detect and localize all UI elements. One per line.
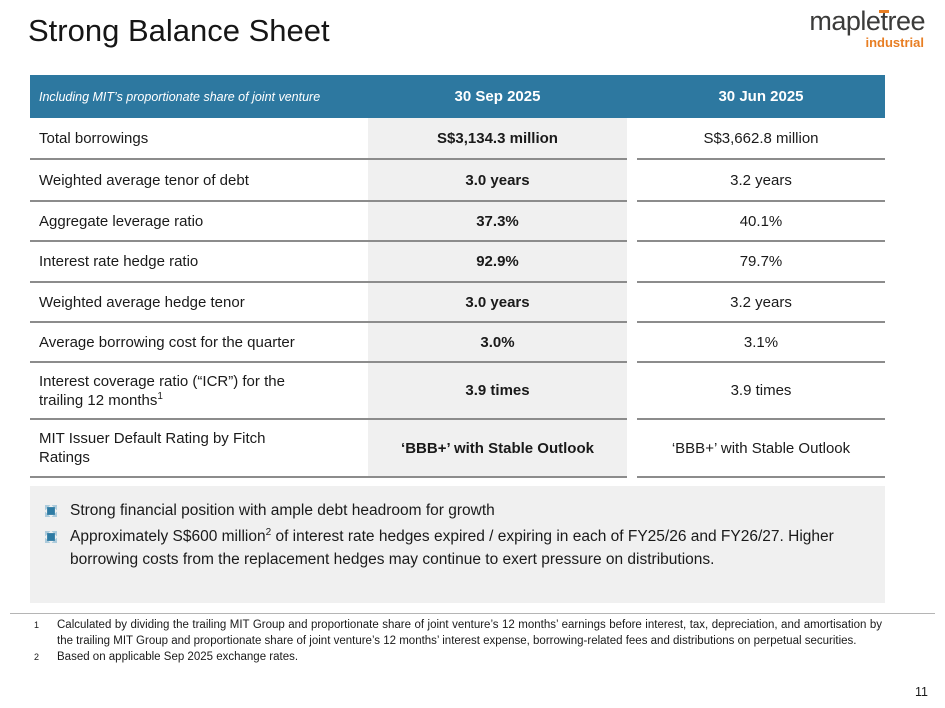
footnote-text: Calculated by dividing the trailing MIT …: [57, 619, 882, 647]
table-row: Weighted average tenor of debt 3.0 years…: [30, 160, 885, 202]
highlight-item: Strong financial position with ample deb…: [42, 499, 863, 522]
logo-text: ree: [887, 6, 925, 36]
logo-wordmark: mapletree: [785, 8, 925, 35]
page-number: 11: [915, 685, 928, 699]
column-gap: [627, 283, 637, 323]
column-gap: [627, 363, 637, 420]
jun-2025-value: 79.7%: [637, 242, 885, 283]
footnote-text: Based on applicable Sep 2025 exchange ra…: [57, 651, 299, 663]
mapletree-logo: mapletree industrial: [785, 8, 925, 50]
sep-2025-value: 3.0%: [368, 323, 627, 363]
page-title: Strong Balance Sheet: [28, 13, 330, 48]
sep-2025-value: ‘BBB+’ with Stable Outlook: [368, 420, 627, 478]
column-gap: [627, 202, 637, 242]
table-row: Interest rate hedge ratio 92.9% 79.7%: [30, 242, 885, 283]
highlight-text: Approximately S$600 million2 of interest…: [70, 526, 834, 568]
table-row: Total borrowings S$3,134.3 million S$3,6…: [30, 118, 885, 160]
row-label: Aggregate leverage ratio: [30, 202, 368, 242]
row-label: Interest coverage ratio (“ICR”) for the …: [30, 363, 368, 420]
jun-2025-value: ‘BBB+’ with Stable Outlook: [637, 420, 885, 478]
footnote-marker: 1: [34, 620, 40, 630]
sep-2025-value: 3.0 years: [368, 283, 627, 323]
jun-2025-value: S$3,662.8 million: [637, 118, 885, 160]
footnote-ref: 1: [157, 390, 163, 402]
highlights-box: Strong financial position with ample deb…: [30, 486, 885, 603]
footnote-marker: 2: [34, 652, 40, 662]
row-label: Weighted average tenor of debt: [30, 160, 368, 202]
footnote-ref: 2: [265, 526, 272, 538]
footnote-divider: [10, 613, 935, 614]
column-header-30-sep-2025: 30 Sep 2025: [454, 88, 541, 105]
column-gap: [627, 420, 637, 478]
table-row: Weighted average hedge tenor 3.0 years 3…: [30, 283, 885, 323]
logo-text: maple: [809, 6, 881, 36]
balance-sheet-table: Including MIT’s proportionate share of j…: [30, 75, 885, 478]
logo-t-bar: t: [879, 6, 890, 36]
pinwheel-star-icon: [45, 505, 57, 517]
table-header-note: Including MIT’s proportionate share of j…: [39, 89, 321, 104]
jun-2025-value: 3.2 years: [637, 160, 885, 202]
sep-2025-value: S$3,134.3 million: [368, 118, 627, 160]
column-header-30-jun-2025: 30 Jun 2025: [718, 88, 804, 105]
sep-2025-value: 3.9 times: [368, 363, 627, 420]
sep-2025-value: 37.3%: [368, 202, 627, 242]
row-label: Total borrowings: [30, 118, 368, 160]
table-header-row: Including MIT’s proportionate share of j…: [30, 75, 885, 118]
jun-2025-value: 3.2 years: [637, 283, 885, 323]
column-gap: [627, 160, 637, 202]
row-label: MIT Issuer Default Rating by Fitch Ratin…: [30, 420, 368, 478]
table-row: Interest coverage ratio (“ICR”) for the …: [30, 363, 885, 420]
footnote-item: 1 Calculated by dividing the trailing MI…: [30, 618, 882, 649]
footnotes: 1 Calculated by dividing the trailing MI…: [30, 618, 882, 667]
column-gap: [627, 242, 637, 283]
table-row: MIT Issuer Default Rating by Fitch Ratin…: [30, 420, 885, 478]
pinwheel-star-icon: [45, 531, 57, 543]
table-row: Aggregate leverage ratio 37.3% 40.1%: [30, 202, 885, 242]
column-gap: [627, 323, 637, 363]
row-label: Weighted average hedge tenor: [30, 283, 368, 323]
sep-2025-value: 92.9%: [368, 242, 627, 283]
highlight-item: Approximately S$600 million2 of interest…: [42, 525, 863, 571]
jun-2025-value: 3.1%: [637, 323, 885, 363]
row-label: Average borrowing cost for the quarter: [30, 323, 368, 363]
highlight-text: Strong financial position with ample deb…: [70, 502, 495, 519]
footnote-item: 2 Based on applicable Sep 2025 exchange …: [30, 650, 882, 666]
sep-2025-value: 3.0 years: [368, 160, 627, 202]
table-row: Average borrowing cost for the quarter 3…: [30, 323, 885, 363]
jun-2025-value: 3.9 times: [637, 363, 885, 420]
jun-2025-value: 40.1%: [637, 202, 885, 242]
row-label: Interest rate hedge ratio: [30, 242, 368, 283]
column-gap: [627, 118, 637, 160]
logo-industrial-label: industrial: [865, 35, 924, 50]
